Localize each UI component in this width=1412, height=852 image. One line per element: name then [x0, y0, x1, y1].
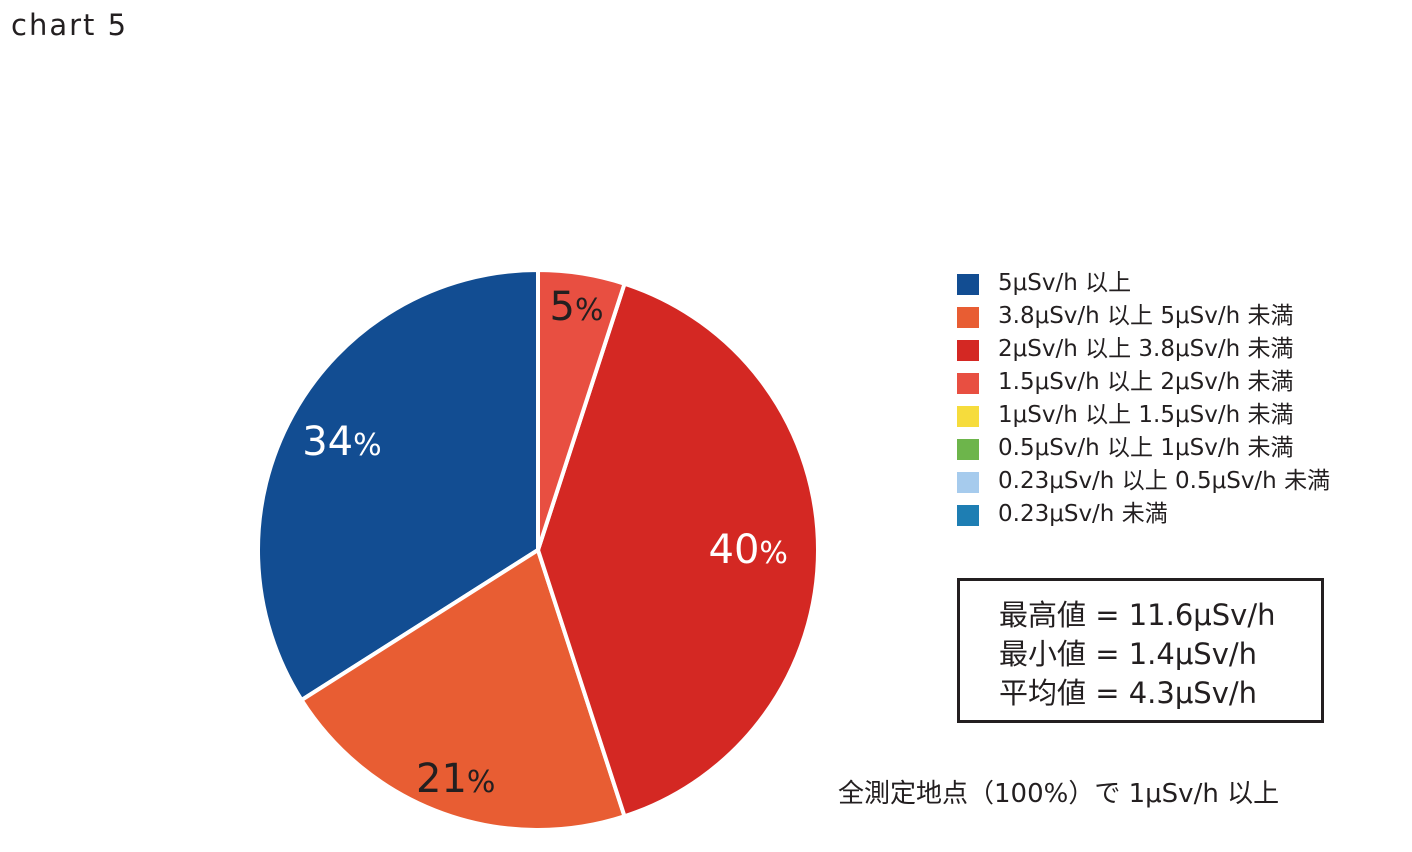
slice-label-0: 34%: [302, 422, 381, 462]
legend-swatch: [957, 274, 979, 295]
slice-label-2: 40%: [709, 530, 788, 570]
slice-percent-sign: %: [353, 428, 382, 464]
slice-label-3: 5%: [550, 287, 604, 327]
pie-slice-3: [536, 267, 628, 551]
legend-swatch: [957, 340, 979, 361]
legend-label: 0.23μSv/h 未満: [998, 501, 1168, 527]
legend-swatch: [957, 307, 979, 328]
slice-value: 5: [549, 283, 575, 330]
slice-value: 34: [302, 419, 354, 466]
slice-percent-sign: %: [759, 536, 788, 571]
slice-label-1: 21%: [416, 759, 495, 799]
pie-slice-2: [535, 281, 820, 819]
legend-label: 1μSv/h 以上 1.5μSv/h 未満: [998, 402, 1294, 428]
legend-label: 1.5μSv/h 以上 2μSv/h 未満: [998, 369, 1294, 395]
legend-swatch: [957, 505, 979, 526]
chart-label: chart 5: [11, 8, 129, 42]
footnote: 全測定地点（100%）で 1μSv/h 以上: [838, 779, 1280, 809]
slice-percent-sign: %: [466, 765, 496, 801]
legend-swatch: [957, 439, 979, 460]
slice-percent-sign: %: [574, 292, 604, 328]
legend-swatch: [957, 406, 979, 427]
stats-box: 最高値 = 11.6μSv/h 最小値 = 1.4μSv/h 平均値 = 4.3…: [957, 578, 1324, 723]
slice-value: 40: [708, 527, 760, 573]
legend-swatch: [957, 472, 979, 493]
stat-max: 最高値 = 11.6μSv/h: [999, 598, 1276, 632]
legend-label: 0.23μSv/h 以上 0.5μSv/h 未満: [998, 468, 1331, 494]
legend-label: 2μSv/h 以上 3.8μSv/h 未満: [998, 336, 1294, 362]
legend-label: 3.8μSv/h 以上 5μSv/h 未満: [998, 303, 1294, 329]
legend-swatch: [957, 373, 979, 394]
stat-mean: 平均値 = 4.3μSv/h: [999, 676, 1258, 710]
legend-label: 5μSv/h 以上: [998, 270, 1132, 296]
slice-value: 21: [416, 756, 467, 803]
stat-min: 最小値 = 1.4μSv/h: [999, 637, 1258, 671]
legend-label: 0.5μSv/h 以上 1μSv/h 未満: [998, 435, 1294, 461]
pie-slice-1: [298, 546, 628, 832]
